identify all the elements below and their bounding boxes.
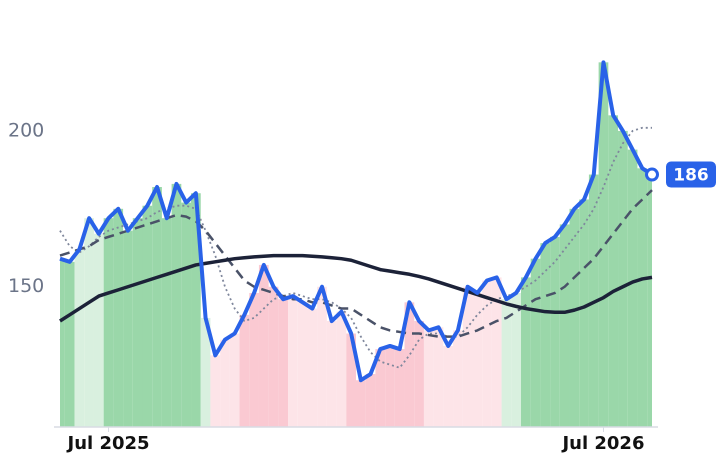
fill-bar — [200, 317, 211, 427]
y-tick-label: 150 — [8, 275, 44, 297]
fill-bar — [385, 345, 395, 427]
fill-bar — [181, 202, 192, 427]
fill-bar — [317, 286, 327, 427]
fill-bar — [268, 286, 279, 427]
fill-bar — [559, 224, 570, 427]
fill-bar — [152, 187, 162, 427]
fill-bar — [346, 333, 356, 427]
fill-bar — [93, 233, 104, 427]
fill-bar — [627, 149, 638, 427]
fill-bar — [501, 299, 512, 427]
fill-bar — [103, 218, 114, 427]
fill-bar — [491, 277, 502, 427]
fill-bar — [239, 314, 250, 427]
fill-bar — [142, 205, 153, 427]
fill-bar — [113, 208, 124, 427]
fill-bar — [161, 218, 172, 427]
fill-bar — [336, 311, 347, 427]
fill-bar — [171, 183, 182, 427]
fill-bar — [550, 236, 560, 427]
fill-bar — [123, 230, 133, 427]
fill-bar — [220, 339, 230, 427]
fill-bar — [249, 292, 259, 427]
fill-bar — [443, 345, 454, 427]
last-value-label: 186 — [673, 166, 709, 186]
fill-bar — [258, 264, 269, 427]
fill-bar — [511, 292, 521, 427]
price-line — [59, 60, 654, 383]
fill-bar — [414, 321, 424, 427]
ma-line — [59, 253, 653, 323]
fill-bar — [433, 327, 444, 427]
y-tick-label: 200 — [8, 119, 44, 141]
fill-bar — [356, 380, 366, 427]
fill-bar — [297, 302, 308, 427]
x-tick-label: Jul 2025 — [66, 433, 150, 454]
fill-bar — [530, 258, 541, 427]
fill-bar — [375, 349, 386, 427]
fill-bar — [462, 286, 473, 427]
fill-bar — [569, 208, 580, 427]
ma-line — [59, 126, 652, 369]
ma-line — [59, 189, 653, 338]
fill-bar — [472, 292, 483, 427]
fill-bar — [229, 333, 240, 427]
fill-bar — [579, 199, 589, 427]
fill-bar — [540, 243, 551, 427]
fill-bar — [482, 280, 492, 427]
fill-bar — [637, 168, 648, 427]
fill-bar — [394, 349, 405, 427]
fill-bar — [288, 296, 298, 427]
fill-bar — [278, 299, 289, 427]
fill-bar — [608, 115, 619, 427]
fill-bar — [618, 130, 628, 428]
fill-bar — [64, 261, 75, 427]
fill-bar — [520, 277, 531, 427]
last-point — [645, 167, 659, 182]
fill-bar — [365, 374, 376, 427]
fill-bar — [210, 355, 221, 427]
fill-bar — [404, 302, 415, 427]
fill-bar — [60, 258, 65, 427]
fill-bar — [326, 321, 337, 427]
fill-bar — [423, 330, 434, 427]
fill-bar — [453, 330, 463, 427]
fill-bar — [598, 62, 609, 428]
x-tick-label: Jul 2026 — [560, 433, 644, 454]
fill-bar — [191, 193, 201, 427]
last-value-badge — [666, 161, 716, 188]
fill-bar — [84, 218, 94, 427]
fill-bar — [74, 249, 85, 427]
fill-bar — [647, 174, 652, 427]
fill-bar — [307, 308, 318, 427]
fill-bar — [132, 218, 143, 427]
